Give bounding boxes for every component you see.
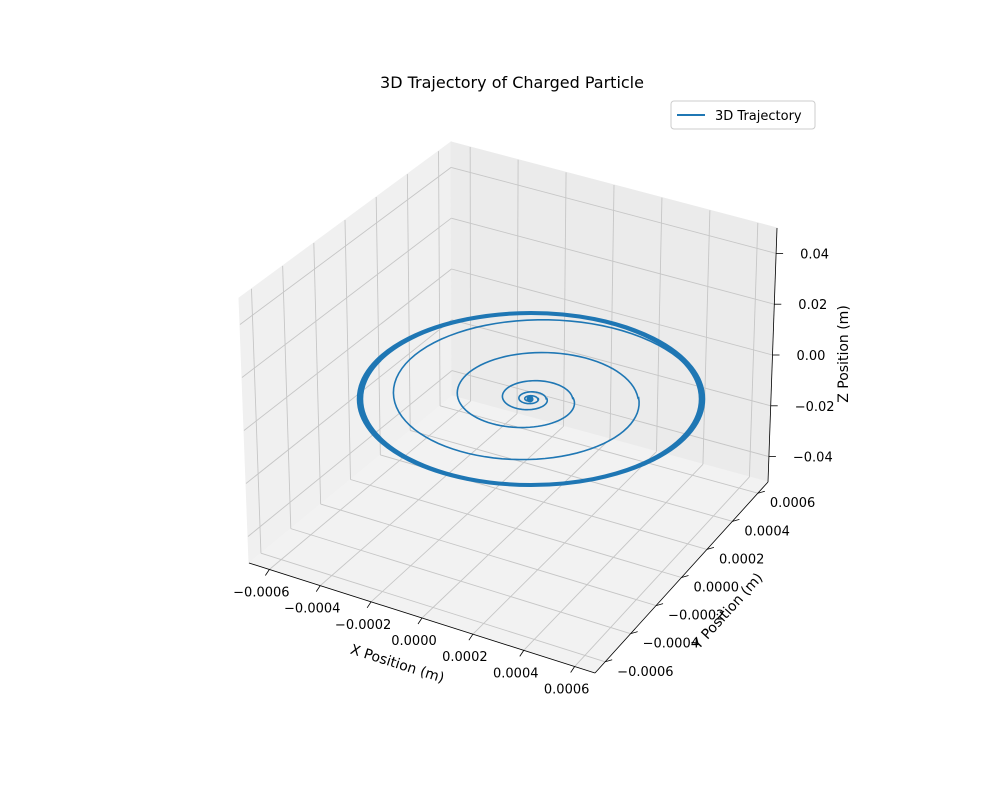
y-grid-line-floor — [523, 463, 704, 651]
x-tick-label: −0.0002 — [335, 618, 391, 633]
z-grid-line-wall-left — [239, 167, 452, 325]
y-tick-label: 0.0004 — [744, 524, 790, 539]
x-tick-mark — [570, 666, 575, 673]
y-grid-line-floor — [421, 438, 611, 619]
x-tick-label: 0.0006 — [544, 683, 590, 698]
legend-box — [670, 100, 816, 130]
y-tick-mark — [757, 490, 765, 494]
legend-entry-label: 3D Trajectory — [715, 109, 802, 124]
z-tick-label: −0.04 — [793, 451, 833, 466]
y-tick-mark — [706, 547, 715, 550]
z-grid-line-wall-right — [451, 319, 771, 407]
z-grid-line-wall-left — [243, 268, 452, 431]
z-grid-line-wall-left — [241, 217, 452, 378]
z-grid-line-wall-left — [245, 319, 452, 484]
x-tick-mark — [315, 585, 321, 592]
legend: 3D Trajectory — [670, 100, 816, 130]
y-tick-label: −0.0002 — [668, 609, 724, 624]
x-tick-label: −0.0006 — [233, 585, 289, 600]
y-grid-line-floor — [269, 400, 471, 570]
trajectory-center-point — [526, 395, 534, 403]
z-tick-label: 0.02 — [798, 298, 827, 313]
x-tick-mark — [468, 633, 474, 641]
y-tick-label: 0.0000 — [694, 581, 740, 596]
z-grid-line-wall-right — [451, 370, 770, 458]
x-tick-label: 0.0004 — [493, 666, 539, 681]
trajectory-spiral-line — [392, 319, 705, 461]
y-grid-line-floor — [472, 451, 657, 635]
trajectory-series — [356, 311, 706, 487]
x-tick-label: 0.0002 — [442, 650, 488, 665]
z-grid-line-wall-left — [247, 370, 453, 537]
z-grid-line-wall-right — [451, 268, 773, 356]
y-tick-mark — [655, 603, 664, 606]
y-tick-mark — [605, 659, 613, 663]
grid-lines — [239, 147, 777, 667]
y-tick-label: 0.0006 — [770, 496, 816, 511]
z-grid-line-wall-right — [451, 217, 775, 305]
x-tick-label: 0.0000 — [391, 634, 437, 649]
z-grid-line-wall-right — [450, 166, 777, 254]
y-grid-line-floor — [370, 426, 564, 603]
y-tick-label: −0.0004 — [643, 637, 699, 652]
z-tick-label: 0.00 — [797, 349, 826, 364]
y-tick-mark — [630, 631, 638, 635]
x-tick-mark — [265, 569, 270, 576]
z-tick-label: 0.04 — [800, 247, 829, 262]
y-tick-mark — [732, 518, 740, 522]
x-tick-label: −0.0004 — [284, 602, 340, 617]
y-tick-label: −0.0006 — [617, 665, 673, 680]
z-tick-label: −0.02 — [795, 400, 835, 415]
tick-labels: −0.0006−0.0004−0.00020.00000.00020.00040… — [233, 247, 834, 697]
trajectory-outer-orbit — [356, 311, 706, 487]
x-tick-mark — [417, 617, 423, 625]
chart-title: 3D Trajectory of Charged Particle — [380, 73, 644, 92]
y-grid-line-floor — [574, 476, 750, 667]
y-grid-line-floor — [319, 413, 518, 586]
x-tick-mark — [366, 601, 372, 609]
z-axis-label: Z Position (m) — [836, 305, 852, 403]
y-tick-label: 0.0002 — [719, 552, 765, 567]
x-tick-mark — [519, 650, 525, 657]
y-tick-mark — [681, 575, 689, 578]
